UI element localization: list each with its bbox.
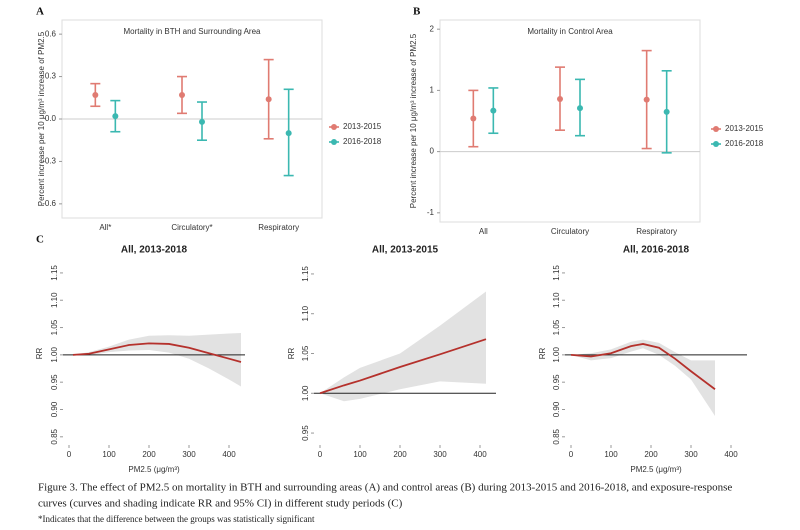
x-tick-label: Circulatory [551,227,589,236]
y-tick-label: 0 [430,147,435,156]
chart-title: Mortality in BTH and Surrounding Area [124,27,262,36]
x-tick-label: 300 [433,450,447,459]
point [470,115,477,122]
panel-label: A [36,6,44,18]
x-tick-label: 400 [724,450,738,459]
x-tick-label: 100 [102,450,116,459]
y-axis-label: RR [35,348,44,360]
x-tick-label: 300 [684,450,698,459]
legend-label: 2016-2018 [343,137,382,146]
x-tick-label: 0 [318,450,323,459]
confidence-band [320,291,486,402]
x-tick-label: 400 [222,450,236,459]
point [557,95,563,102]
point [179,91,185,98]
y-tick-label: 0.90 [552,401,561,417]
x-tick-label: 300 [182,450,196,459]
x-tick-label: All* [99,223,111,232]
x-axis-label: PM2.5 (μg/m³) [630,465,682,474]
y-tick-label: 1.15 [552,265,561,281]
y-tick-label: 1.00 [552,347,561,363]
y-tick-label: 0.95 [552,374,561,390]
legend-label: 2016-2018 [725,139,764,148]
point [265,96,272,103]
x-tick-label: Respiratory [258,223,299,232]
y-tick-label: -0.3 [42,157,56,166]
y-tick-label: 1.10 [301,305,310,321]
point [199,118,205,125]
point [490,107,497,114]
chart-title: Mortality in Control Area [527,27,613,36]
panel-label: C [36,234,44,246]
y-tick-label: 1.10 [50,292,59,308]
y-tick-label: 0.3 [45,72,57,81]
y-axis-label: Percent increase per 10 μg/m³ increase o… [409,33,418,208]
y-tick-label: 1.10 [552,292,561,308]
y-tick-label: 1.05 [552,319,561,335]
y-axis-label: RR [538,348,547,360]
x-tick-label: 100 [604,450,618,459]
x-tick-label: 0 [67,450,72,459]
y-tick-label: 1.05 [301,345,310,361]
y-tick-label: 0.0 [45,114,57,123]
x-tick-label: Respiratory [636,227,677,236]
point [643,96,650,103]
chart-title: All, 2013-2015 [372,245,439,256]
legend-label: 2013-2015 [343,122,382,131]
note: *Indicates that the difference between t… [38,514,315,524]
y-tick-label: 0.90 [50,401,59,417]
point [663,108,670,115]
x-tick-label: 200 [142,450,156,459]
point [92,91,99,98]
legend-label: 2013-2015 [725,124,764,133]
x-tick-label: All [479,227,488,236]
chart-title: All, 2013-2018 [121,245,188,256]
x-axis-label: PM2.5 (μg/m³) [128,465,180,474]
y-axis-label: RR [287,348,296,360]
x-tick-label: 200 [393,450,407,459]
x-tick-label: 100 [353,450,367,459]
y-tick-label: -1 [427,208,435,217]
confidence-band [73,333,241,387]
x-tick-label: Circulatory* [171,223,212,232]
curve [72,342,242,363]
panel-label: B [413,6,421,18]
caption: curves (curves and shading indicate RR a… [38,498,403,510]
plot-frame [439,19,701,223]
y-tick-label: 1.00 [50,347,59,363]
y-tick-label: 1.00 [301,385,310,401]
point [285,130,292,137]
x-tick-label: 200 [644,450,658,459]
y-tick-label: 0.85 [50,428,59,444]
y-tick-label: -0.6 [42,199,56,208]
y-tick-label: 2 [430,24,435,33]
x-tick-label: 0 [569,450,574,459]
curve [570,343,716,391]
confidence-band [571,339,715,417]
curve [319,338,487,395]
y-tick-label: 0.95 [301,425,310,441]
y-tick-label: 1.15 [50,265,59,281]
y-tick-label: 0.85 [552,428,561,444]
y-tick-label: 1.15 [301,266,310,282]
point [112,113,119,120]
chart-title: All, 2016-2018 [623,245,690,256]
x-tick-label: 400 [473,450,487,459]
y-axis-label: Percent increase per 10 μg/m³ increase o… [37,31,46,206]
y-tick-label: 1 [430,86,435,95]
y-tick-label: 0.95 [50,374,59,390]
caption: Figure 3. The effect of PM2.5 on mortali… [38,482,732,494]
point [577,105,583,112]
y-tick-label: 0.6 [45,29,57,38]
y-tick-label: 1.05 [50,319,59,335]
